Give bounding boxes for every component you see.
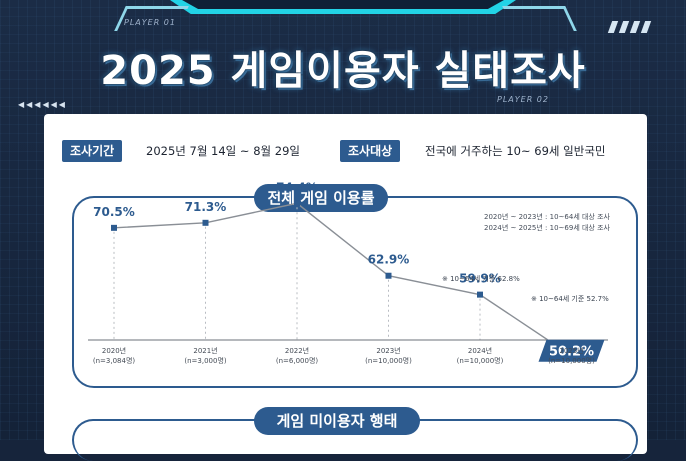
survey-notes: 2020년 ~ 2023년 : 10~64세 대상 조사 2024년 ~ 202…	[484, 212, 610, 234]
x-tick-label: 2022년	[285, 346, 309, 355]
usage-line-chart: 70.5% 2020년(n=3,084명) 71.3% 2021년(n=3,000명)…	[88, 180, 608, 365]
data-label: 59.9%	[459, 272, 501, 286]
section-title-nonusers: 게임 미이용자 행태	[254, 407, 420, 435]
target-value: 전국에 거주하는 10~ 69세 일반국민	[425, 144, 606, 158]
series-line	[113, 202, 572, 357]
survey-note-1: 2020년 ~ 2023년 : 10~64세 대상 조사	[484, 213, 610, 221]
player1-label: PLAYER 01	[124, 18, 176, 27]
top-decoration-inner	[182, 0, 504, 9]
x-tick-label: 2023년	[376, 346, 400, 355]
survey-note-2: 2024년 ~ 2025년 : 10~69세 대상 조사	[484, 224, 610, 232]
data-label: 70.5%	[93, 205, 135, 219]
annotation-2025: ※ 10~64세 기준 52.7%	[531, 295, 609, 303]
x-tick-sample-label: (n=3,084명)	[93, 356, 136, 365]
x-tick-sample-label: (n=10,000명)	[457, 356, 504, 365]
data-label: 50.2%	[549, 345, 594, 360]
x-tick-sample-label: (n=3,000명)	[184, 356, 227, 365]
x-tick-label: 2020년	[102, 346, 126, 355]
x-tick-sample-label: (n=6,000명)	[276, 356, 319, 365]
data-label: 71.3%	[185, 200, 227, 214]
data-point	[202, 219, 209, 226]
data-label: 62.9%	[368, 253, 410, 267]
period-value: 2025년 7월 14일 ~ 8월 29일	[146, 144, 300, 158]
highlight-label-bg	[538, 339, 605, 362]
x-tick-label: 2021년	[193, 346, 217, 355]
data-label: 74.4%	[276, 180, 318, 194]
annotation-2024: ※ 10~64세 기준 62.8%	[442, 275, 520, 283]
data-point	[294, 200, 300, 207]
x-tick-label: 2025년	[559, 346, 583, 355]
page-title: 2025 게임이용자 실태조사	[100, 48, 586, 94]
data-point	[111, 224, 117, 231]
x-tick-label: 2024년	[468, 346, 492, 355]
content-panel	[44, 114, 647, 454]
x-tick-sample-label: (n=10,000명)	[365, 356, 412, 365]
player2-label: PLAYER 02	[497, 95, 549, 104]
target-tag: 조사대상	[340, 140, 401, 162]
arrow-decoration: ◀◀◀◀◀◀	[18, 100, 67, 109]
data-point	[477, 291, 483, 298]
period-tag: 조사기간	[62, 140, 123, 162]
x-tick-sample-label: (n=10,000명)	[548, 356, 595, 365]
data-point	[385, 272, 392, 279]
